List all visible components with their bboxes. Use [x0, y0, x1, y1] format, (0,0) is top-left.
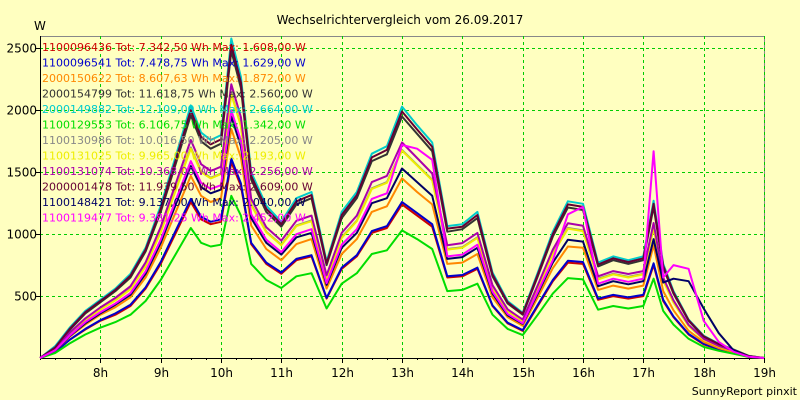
y-tick-label: 500: [14, 290, 37, 304]
legend-entry-4: 2000154799 Tot: 11.618,75 Wh Max: 2.560,…: [42, 88, 313, 101]
x-tick-label: 14h: [451, 366, 474, 380]
legend-entry-9: 1100131074 Tot: 10.368,00 Wh Max: 2.256,…: [42, 165, 313, 178]
legend-entry-12: 1100119477 Tot: 9.381,25 Wh Max: 2.452,0…: [42, 212, 306, 225]
x-tick-label: 11h: [270, 366, 293, 380]
y-tick-label: 1000: [6, 228, 37, 242]
x-tick-label: 10h: [210, 366, 233, 380]
x-tick-label: 15h: [512, 366, 535, 380]
x-tick-label: 8h: [93, 366, 108, 380]
x-tick-label: 12h: [331, 366, 354, 380]
chart-title: Wechselrichtervergleich vom 26.09.2017: [277, 13, 524, 27]
legend-entry-11: 1100148421 Tot: 9.137,00 Wh Max: 2.040,0…: [42, 196, 306, 209]
x-tick-label: 19h: [753, 366, 776, 380]
legend-entry-8: 1100131025 Tot: 9.965,00 Wh Max: 2.193,0…: [42, 150, 306, 163]
legend-entry-3: 2000150622 Tot: 8.607,63 Wh Max: 1.872,0…: [42, 72, 306, 85]
series-line-11: [39, 115, 765, 359]
x-tick-label: 18h: [693, 366, 716, 380]
legend-entry-6: 1100129553 Tot: 6.106,75 Wh Max: 1.342,0…: [42, 119, 306, 132]
legend-entry-7: 1100130986 Tot: 10.016,50 Wh Max: 2.205,…: [42, 134, 313, 147]
legend-entry-10: 2000001478 Tot: 11.939,50 Wh Max: 2.609,…: [42, 181, 313, 194]
series-line-10: [39, 43, 765, 359]
legend-entry-5: 2000149882 Tot: 12.109,00 Wh Max: 2.664,…: [42, 103, 313, 116]
series-line-9: [39, 83, 765, 359]
series-lines: [39, 37, 765, 359]
y-axis-label: W: [34, 19, 46, 33]
x-tick-label: 9h: [154, 366, 169, 380]
y-tick-label: 2500: [6, 42, 37, 56]
x-tick-label: 16h: [572, 366, 595, 380]
series-line-3: [39, 127, 765, 359]
x-tick-label: 17h: [632, 366, 655, 380]
y-tick-label: 1500: [6, 166, 37, 180]
footer-credit: SunnyReport pinxit: [692, 385, 798, 398]
series-line-6: [39, 194, 765, 359]
legend-entry-1: 1100096436 Tot: 7.342,50 Wh Max: 1.608,0…: [42, 41, 306, 54]
legend-entry-2: 1100096541 Tot: 7.478,75 Wh Max: 1.629,0…: [42, 57, 306, 70]
axes: 8h 9h 10h 11h 12h 13h 14h 15h 16h 17h 18h 19h 500 100…: [6, 36, 776, 380]
y-tick-label: 2000: [6, 104, 37, 118]
legend: 1100096436 Tot: 7.342,50 Wh Max: 1.608,0…: [42, 41, 313, 225]
series-line-2: [39, 157, 765, 359]
x-tick-label: 13h: [391, 366, 414, 380]
series-line-12: [39, 109, 765, 359]
